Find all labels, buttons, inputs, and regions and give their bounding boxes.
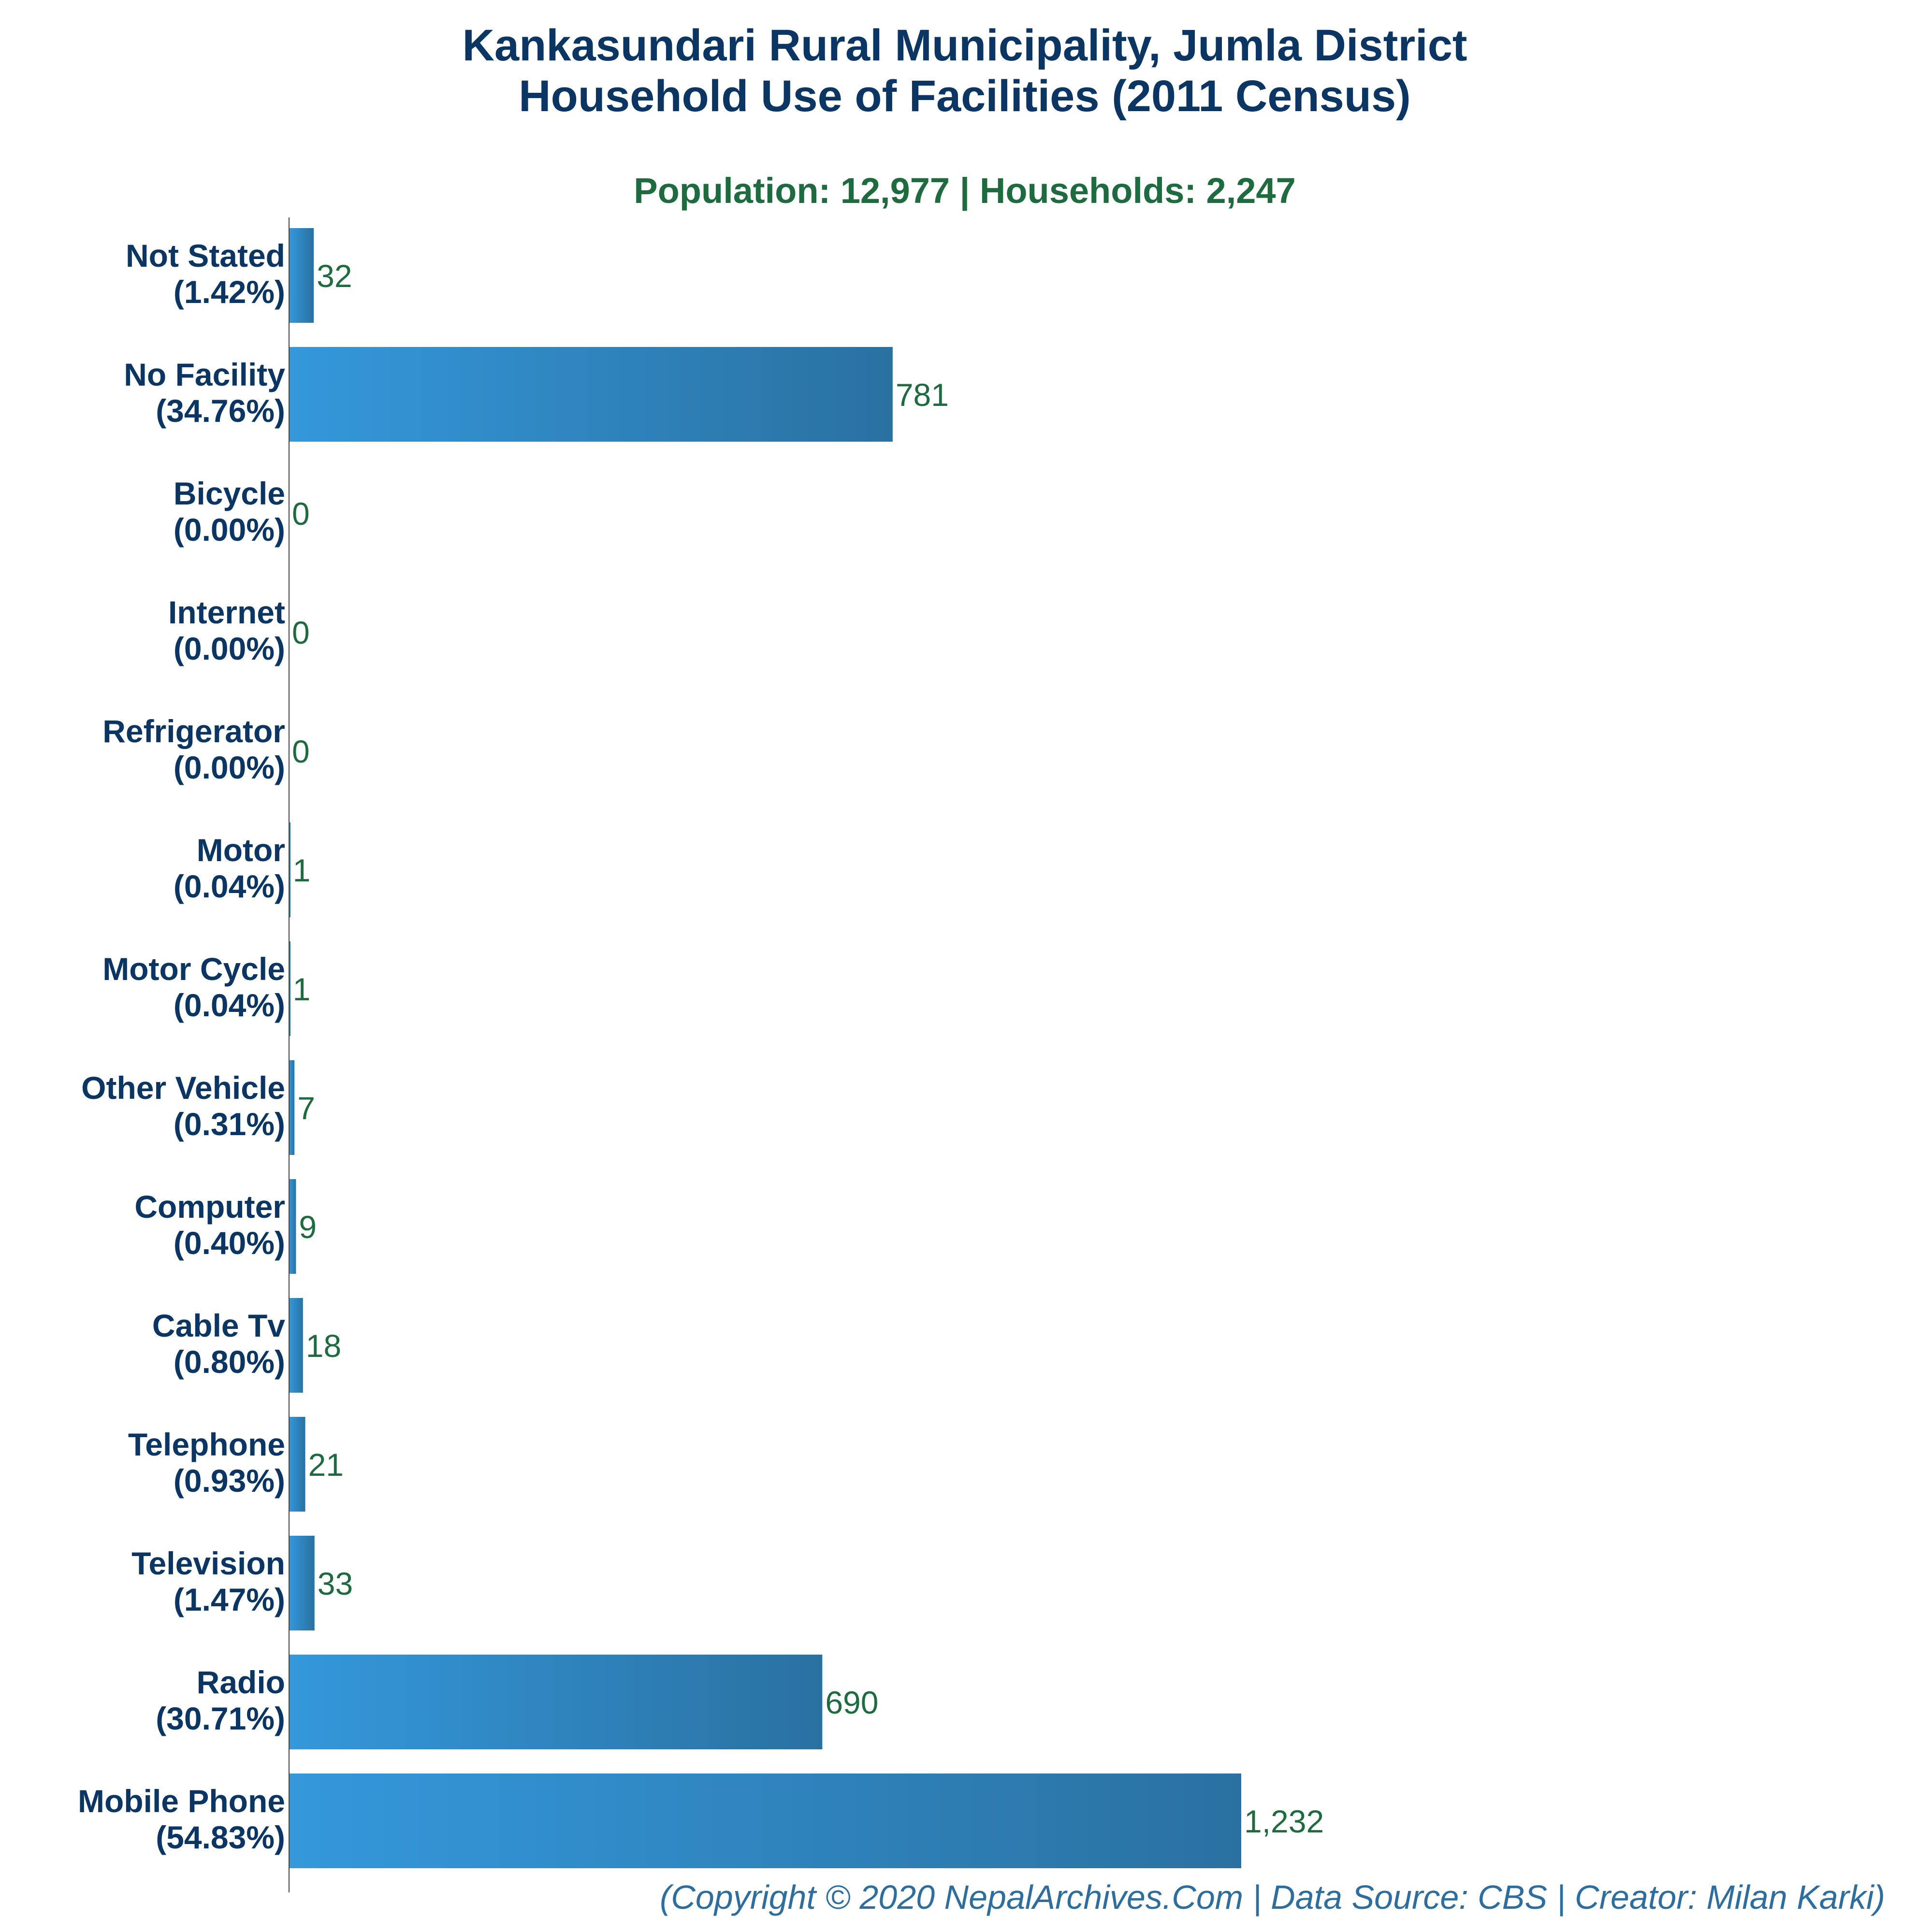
category-label-computer: Computer <box>134 1189 285 1225</box>
category-percent-internet: (0.00%) <box>174 631 285 666</box>
chart-title-line2: Household Use of Facilities (2011 Census… <box>519 72 1411 121</box>
category-percent-motor-cycle: (0.04%) <box>174 987 285 1023</box>
bar-mobile-phone <box>289 1773 1241 1868</box>
category-percent-radio: (30.71%) <box>156 1701 285 1736</box>
category-label-television: Television <box>131 1545 285 1581</box>
value-label-no-facility: 781 <box>896 377 949 413</box>
bar-television <box>289 1536 315 1630</box>
chart-title: Kankasundari Rural Municipality, Jumla D… <box>462 21 1467 70</box>
chart-subtitle: Population: 12,977 | Households: 2,247 <box>634 171 1296 211</box>
category-label-no-facility: No Facility <box>124 357 285 392</box>
footer-credit: (Copyright © 2020 NepalArchives.Com | Da… <box>660 1878 1885 1917</box>
value-label-motor-cycle: 1 <box>293 971 311 1007</box>
category-percent-mobile-phone: (54.83%) <box>156 1819 285 1855</box>
value-label-telephone: 21 <box>308 1447 344 1483</box>
bar-motor <box>289 822 290 917</box>
value-label-refrigerator: 0 <box>292 734 310 769</box>
category-percent-computer: (0.40%) <box>174 1225 285 1261</box>
category-percent-refrigerator: (0.00%) <box>174 750 285 785</box>
value-label-computer: 9 <box>299 1209 317 1245</box>
bar-telephone <box>289 1417 305 1512</box>
bar-other-vehicle <box>289 1060 295 1155</box>
category-label-bicycle: Bicycle <box>174 476 285 511</box>
category-percent-not-stated: (1.42%) <box>174 274 285 310</box>
category-label-motor-cycle: Motor Cycle <box>102 951 285 987</box>
category-percent-other-vehicle: (0.31%) <box>174 1106 285 1142</box>
category-label-telephone: Telephone <box>128 1427 285 1462</box>
value-label-bicycle: 0 <box>292 496 310 532</box>
value-label-motor: 1 <box>293 852 311 888</box>
category-percent-no-facility: (34.76%) <box>156 393 285 429</box>
category-label-not-stated: Not Stated <box>126 238 285 274</box>
bar-not-stated <box>289 228 314 323</box>
category-label-mobile-phone: Mobile Phone <box>78 1783 285 1819</box>
bar-radio <box>289 1655 823 1749</box>
value-label-mobile-phone: 1,232 <box>1244 1803 1324 1839</box>
category-label-motor: Motor <box>197 832 285 868</box>
category-label-other-vehicle: Other Vehicle <box>81 1070 285 1106</box>
bar-motor-cycle <box>289 941 290 1036</box>
category-percent-bicycle: (0.00%) <box>174 512 285 548</box>
bar-cable-tv <box>289 1298 303 1393</box>
category-percent-cable-tv: (0.80%) <box>174 1344 285 1380</box>
category-label-radio: Radio <box>197 1664 285 1700</box>
bar-computer <box>289 1179 296 1274</box>
value-label-not-stated: 32 <box>317 258 352 294</box>
value-label-cable-tv: 18 <box>306 1328 341 1364</box>
value-label-other-vehicle: 7 <box>297 1090 315 1126</box>
category-label-internet: Internet <box>168 594 285 630</box>
bars-group: Not Stated(1.42%) 32 No Facility(34.76%) 78… <box>78 228 1324 1868</box>
category-percent-television: (1.47%) <box>174 1582 285 1617</box>
category-percent-telephone: (0.93%) <box>174 1463 285 1499</box>
bar-no-facility <box>289 347 893 442</box>
value-label-internet: 0 <box>292 615 310 650</box>
category-label-refrigerator: Refrigerator <box>102 713 285 749</box>
category-percent-motor: (0.04%) <box>174 868 285 904</box>
category-label-cable-tv: Cable Tv <box>152 1308 285 1343</box>
value-label-radio: 690 <box>825 1685 878 1720</box>
value-label-television: 33 <box>318 1566 353 1601</box>
